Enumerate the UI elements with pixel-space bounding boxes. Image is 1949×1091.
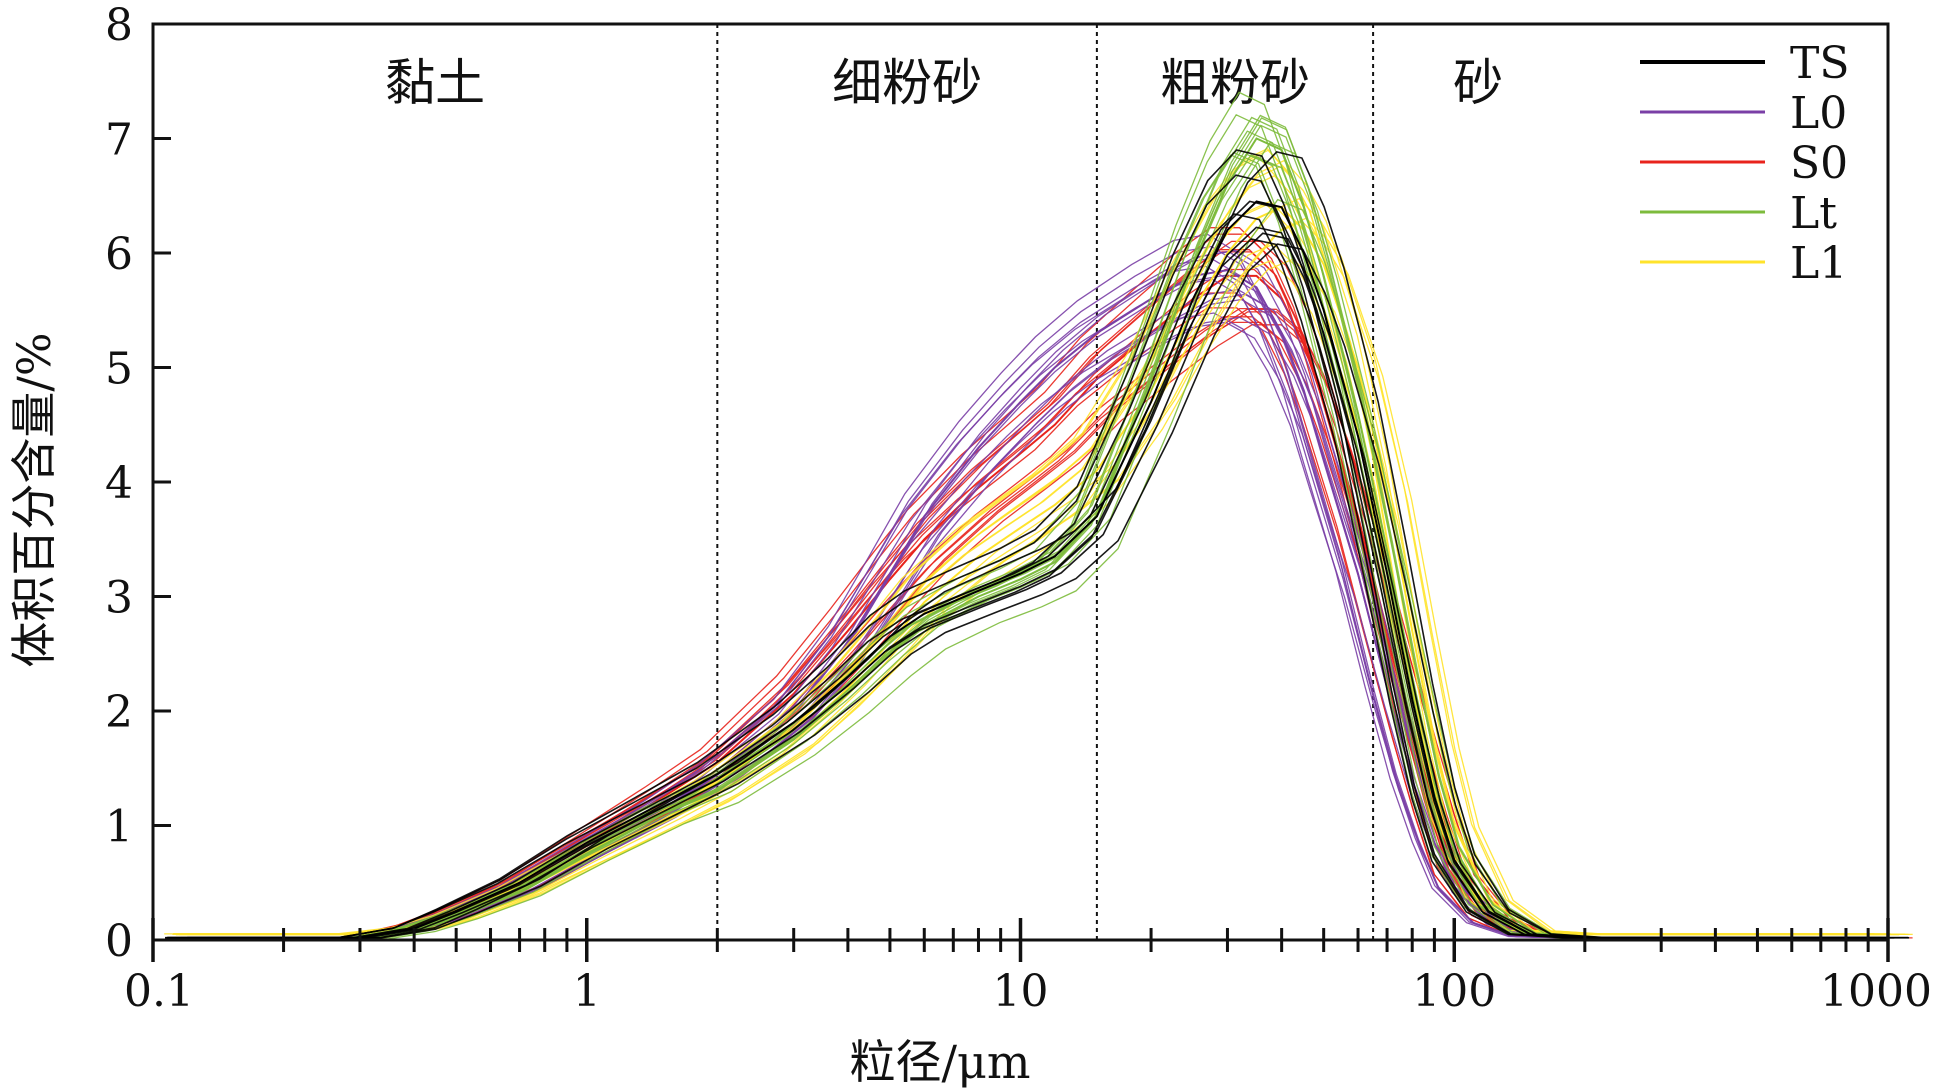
series-replicate-S0 <box>170 227 1871 939</box>
series-replicate-TS <box>208 243 1910 939</box>
y-tick-label: 5 <box>105 344 133 395</box>
series-replicate-Lt <box>164 151 1865 941</box>
series-replicate-Lt <box>208 198 1910 941</box>
series-replicate-L1 <box>180 175 1881 935</box>
x-tick-label: 0.1 <box>124 966 194 1017</box>
series-replicate-Lt <box>167 113 1868 941</box>
zone-label: 砂 <box>1453 54 1503 112</box>
series-line-TS <box>187 200 1888 939</box>
x-tick-label: 1000 <box>1820 966 1932 1017</box>
series-replicate-S0 <box>199 307 1901 939</box>
series-replicate-L0 <box>188 251 1890 939</box>
y-tick-label: 2 <box>105 687 133 738</box>
y-tick-label: 3 <box>105 573 133 624</box>
series-replicate-L1 <box>207 220 1909 936</box>
y-tick-label: 1 <box>105 802 133 853</box>
data-curves <box>161 91 1913 941</box>
series-replicate-TS <box>193 232 1895 939</box>
y-tick-label: 4 <box>105 458 133 509</box>
series-line-L1 <box>187 205 1888 936</box>
series-replicate-S0 <box>177 233 1878 939</box>
y-tick-label: 8 <box>105 0 133 51</box>
series-replicate-L1 <box>173 149 1875 935</box>
zone-label: 细粉砂 <box>832 54 982 112</box>
series-replicate-Lt <box>191 114 1892 941</box>
series-replicate-S0 <box>191 240 1893 939</box>
x-tick-label: 1 <box>573 966 601 1017</box>
x-axis-label: 粒径/μm <box>849 1035 1030 1089</box>
series-replicate-S0 <box>191 321 1892 939</box>
zone-labels: 黏土 细粉砂 粗粉砂 砂 <box>385 54 1503 112</box>
axes: 0 1 2 3 4 5 6 7 8 0.1 1 10 100 1000 <box>105 0 1932 1017</box>
y-tick-label: 7 <box>105 115 133 166</box>
series-replicate-L0 <box>170 257 1872 939</box>
zone-label: 粗粉砂 <box>1160 54 1310 112</box>
series-replicate-Lt <box>161 154 1863 941</box>
series-replicate-L0 <box>173 312 1875 939</box>
legend-label: L0 <box>1790 88 1847 139</box>
series-replicate-TS <box>165 213 1866 939</box>
series-replicate-L1 <box>179 243 1880 936</box>
series-replicate-L0 <box>165 265 1866 939</box>
series-line-S0 <box>187 274 1888 939</box>
series-replicate-TS <box>187 226 1888 939</box>
series-replicate-L1 <box>198 258 1900 936</box>
zone-label: 黏土 <box>385 54 485 112</box>
series-replicate-L0 <box>187 274 1889 939</box>
series-replicate-S0 <box>180 249 1881 939</box>
series-replicate-L1 <box>212 217 1913 936</box>
series-replicate-Lt <box>200 141 1902 941</box>
series-replicate-S0 <box>167 307 1869 939</box>
series-replicate-Lt <box>177 153 1879 941</box>
legend-label: TS <box>1790 38 1850 89</box>
y-tick-label: 0 <box>105 916 133 967</box>
x-tick-label: 100 <box>1412 966 1496 1017</box>
series-replicate-L1 <box>175 260 1877 936</box>
legend-label: S0 <box>1790 138 1848 189</box>
series-replicate-L0 <box>197 288 1899 939</box>
legend-label: L1 <box>1790 238 1847 289</box>
series-replicate-Lt <box>181 154 1883 941</box>
series-replicate-TS <box>166 174 1868 939</box>
series-replicate-S0 <box>183 316 1884 939</box>
series-replicate-L0 <box>172 278 1873 939</box>
series-replicate-L1 <box>204 197 1906 935</box>
series-replicate-TS <box>167 149 1869 939</box>
series-replicate-Lt <box>182 116 1884 941</box>
series-replicate-L1 <box>189 159 1891 935</box>
series-replicate-L0 <box>205 293 1906 939</box>
series-replicate-Lt <box>191 124 1893 941</box>
series-replicate-L0 <box>167 233 1869 939</box>
series-replicate-S0 <box>207 311 1909 939</box>
x-tick-label: 10 <box>993 966 1049 1017</box>
series-replicate-L1 <box>164 156 1865 935</box>
legend-label: Lt <box>1790 188 1837 239</box>
series-replicate-L0 <box>201 298 1903 939</box>
series-replicate-S0 <box>185 268 1886 939</box>
series-replicate-TS <box>181 238 1883 939</box>
series-replicate-Lt <box>178 130 1879 941</box>
y-axis-label: 体积百分含量/% <box>7 332 61 667</box>
y-tick-label: 6 <box>105 229 133 280</box>
series-replicate-S0 <box>166 292 1868 939</box>
plot-frame <box>151 22 1890 942</box>
